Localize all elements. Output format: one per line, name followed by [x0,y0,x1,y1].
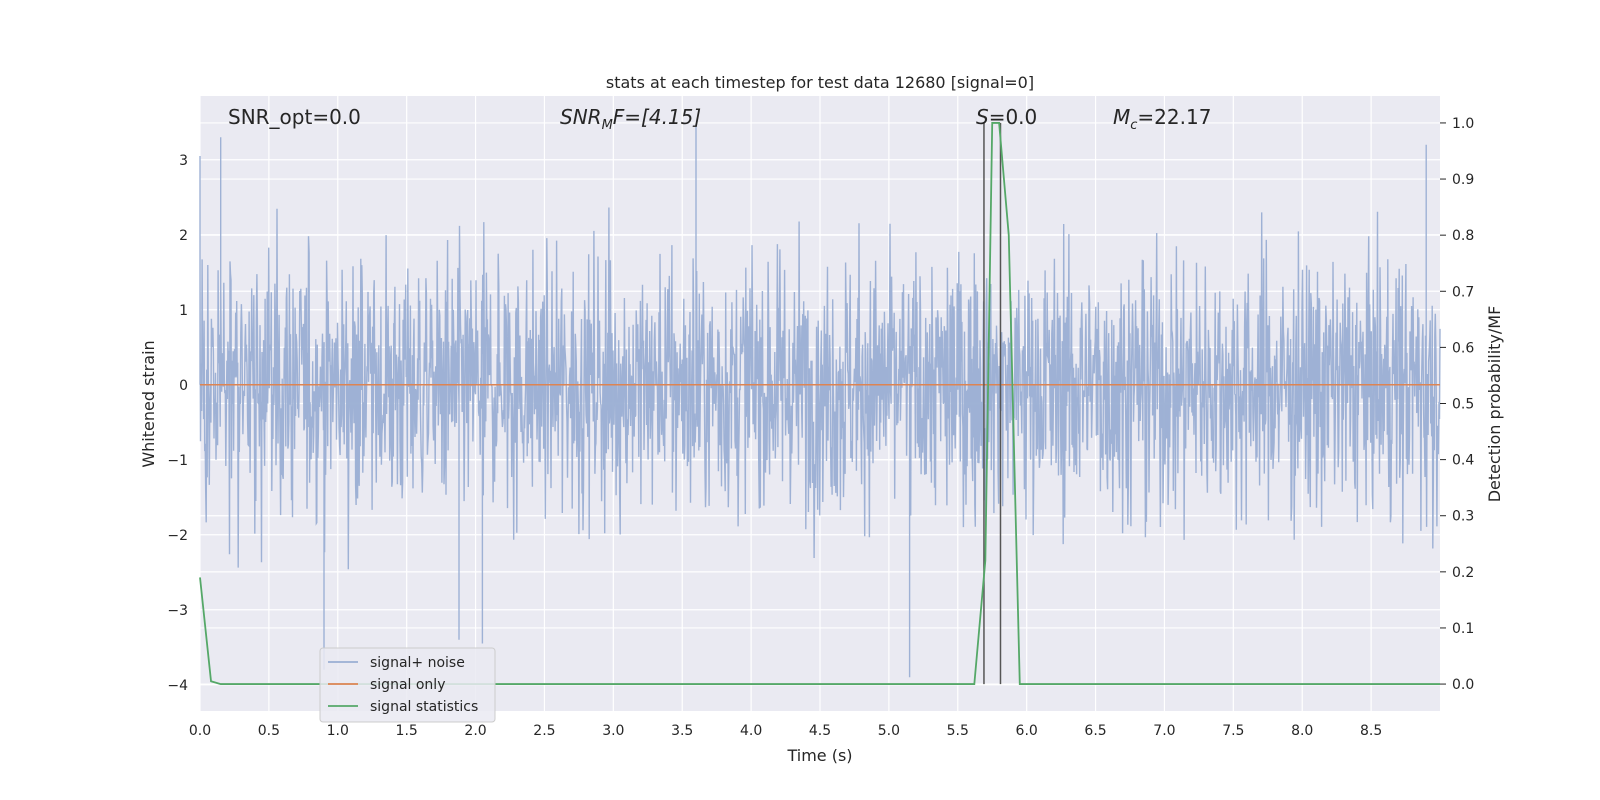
y2-tick-label: 1.0 [1452,116,1474,132]
y-tick-label: −4 [167,678,188,694]
annotation-s: S=0.0 [976,105,1037,129]
legend: signal+ noise signal only signal statist… [319,647,496,723]
annotation-mc: Mc=22.17 [1113,105,1211,133]
y2-tick-label: 0.2 [1452,565,1474,581]
annotation-s-main: S [976,105,989,129]
y2-tick-label: 0.5 [1452,397,1474,413]
x-tick-label: 4.5 [809,723,831,739]
series-signal-plus-noise [199,126,1441,678]
legend-label-signal-plus-noise: signal+ noise [370,655,465,671]
y-tick-label: 2 [179,228,188,244]
annotation-snr-mf-sub: M [602,118,613,133]
annotation-snr-mf-main: SNR [560,105,602,129]
x-tick-label: 6.5 [1084,723,1106,739]
y2-axis-ticks: 0.0 0.1 0.2 0.3 0.4 0.5 0.6 0.7 0.8 0.9 1.0 [1440,116,1474,693]
x-tick-label: 8.5 [1360,723,1382,739]
annotation-snr-mf: SNRMF=[4.15] [560,105,701,133]
y2-tick-label: 0.9 [1452,172,1474,188]
x-tick-label: 3.5 [671,723,693,739]
y2-tick-label: 0.4 [1452,453,1474,469]
x-tick-label: 0.0 [189,723,211,739]
y-tick-label: −2 [167,528,188,544]
legend-box [319,647,496,723]
series-signal-statistics [199,122,1440,685]
x-tick-label: 0.5 [258,723,280,739]
x-axis-ticks: 0.0 0.5 1.0 1.5 2.0 2.5 3.0 3.5 4.0 4.5 5.0 5.5 6.0 6… [189,723,1382,739]
y2-tick-label: 0.3 [1452,509,1474,525]
x-tick-label: 6.0 [1016,723,1038,739]
annotation-mc-main: M [1113,105,1130,129]
x-axis-label: Time (s) [786,746,852,765]
x-tick-label: 5.5 [947,723,969,739]
y2-tick-label: 0.1 [1452,621,1474,637]
y2-axis-label: Detection probability/MF [1485,306,1504,503]
annotation-s-rest: =0.0 [989,105,1038,129]
signal-statistics-line [199,122,1440,685]
annotation-mc-sub: c [1130,118,1137,133]
y-axis-ticks: −4 −3 −2 −1 0 1 2 3 [167,153,188,694]
x-tick-label: 3.0 [602,723,624,739]
annotation-snr-opt: SNR_opt=0.0 [228,105,361,129]
x-tick-label: 5.0 [878,723,900,739]
y-tick-label: 0 [179,378,188,394]
y2-tick-label: 0.6 [1452,340,1474,356]
vertical-markers [983,122,1002,685]
annotation-snr-mf-rest: F=[4.15] [613,105,701,129]
x-tick-label: 1.0 [327,723,349,739]
x-tick-label: 1.5 [396,723,418,739]
x-tick-label: 4.0 [740,723,762,739]
annotation-mc-rest: =22.17 [1137,105,1211,129]
y-axis-label: Whitened strain [139,340,158,467]
legend-label-signal-statistics: signal statistics [370,699,478,715]
x-tick-label: 7.0 [1153,723,1175,739]
y2-tick-label: 0.8 [1452,228,1474,244]
signal-plus-noise-line [199,126,1441,678]
y-tick-label: −1 [167,453,188,469]
x-tick-label: 7.5 [1222,723,1244,739]
x-tick-label: 2.5 [533,723,555,739]
y-tick-label: 1 [179,303,188,319]
x-tick-label: 8.0 [1291,723,1313,739]
y2-tick-label: 0.0 [1452,677,1474,693]
legend-label-signal-only: signal only [370,677,445,693]
y-tick-label: −3 [167,603,188,619]
y-tick-label: 3 [179,153,188,169]
y2-tick-label: 0.7 [1452,284,1474,300]
x-tick-label: 2.0 [464,723,486,739]
chart-title: stats at each timestep for test data 126… [606,73,1034,92]
